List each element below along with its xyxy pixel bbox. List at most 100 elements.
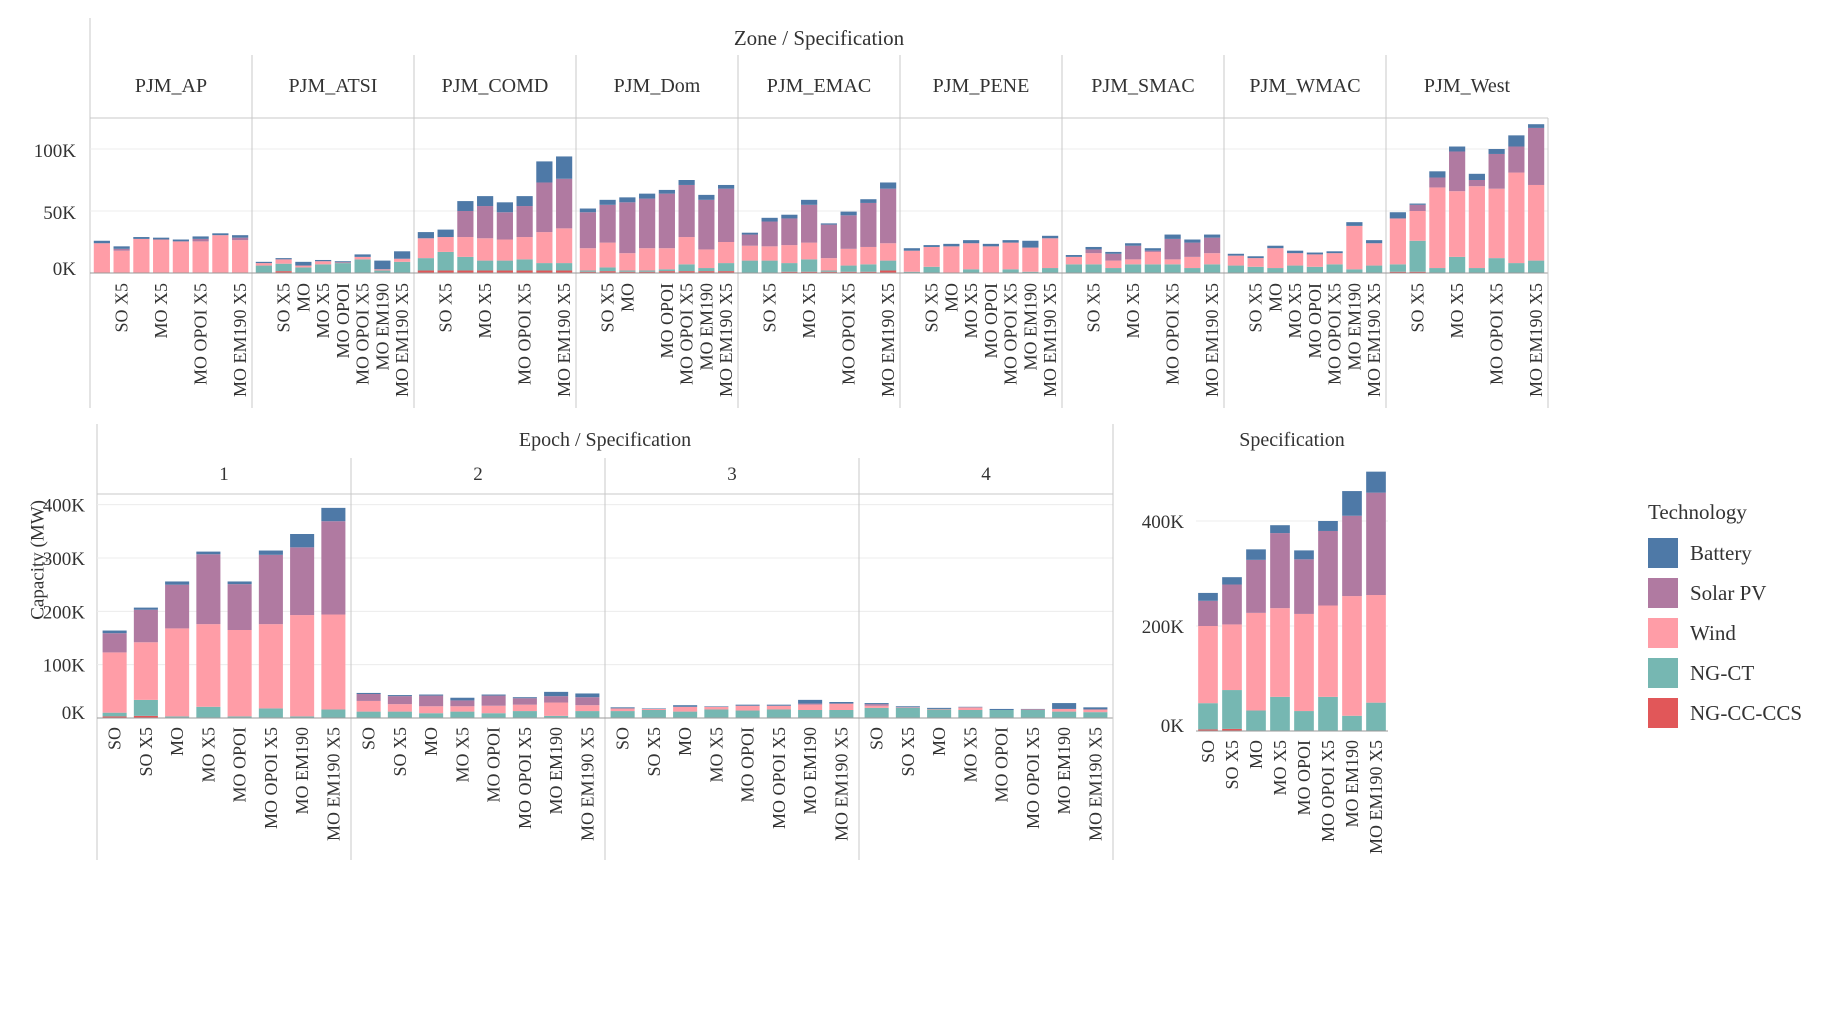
zone-panel-pjm-pene-header: PJM_PENE [933, 75, 1030, 97]
epoch-panel-2-bar-mo-x5-solar-pv-segment [450, 700, 475, 707]
legend-item-wind[interactable]: Wind [1648, 613, 1802, 653]
spec-bar-mo-em190-x5-ng-ct-segment [1366, 702, 1386, 731]
zone-panel-pjm-atsi-x-tick-label: MO EM190 [372, 283, 392, 371]
zone-panel-pjm-wmac-bar-so-battery-segment [1227, 253, 1244, 256]
zone-panel-pjm-pene-bar-mo-x5-ng-ct-segment [963, 269, 980, 273]
zone-panel-pjm-west-bar-so-battery-segment [1389, 212, 1406, 219]
epoch-panel-4-x-tick-label: MO [929, 727, 949, 756]
zone-panel-pjm-emac-header: PJM_EMAC [767, 75, 871, 97]
zone-panel-pjm-comd-bar-mo-em190-x5-wind-segment [556, 228, 573, 264]
spec-bar-mo-opoi-solar-pv-segment [1294, 559, 1314, 614]
zone-panel-pjm-smac-bar-so-x5-solar-pv-segment [1085, 249, 1102, 254]
zone-panel-pjm-dom-bar-mo-em190-x5-ng-cc-ccs-segment [718, 271, 735, 273]
zone-panel-pjm-ap-bar-mo-opoi-x5-battery-segment [192, 236, 209, 239]
zone-panel-pjm-dom-bar-mo-x5-ng-cc-ccs-segment [639, 271, 656, 273]
legend-item-ng-ct[interactable]: NG-CT [1648, 653, 1802, 693]
zone-panel-pjm-comd-bar-mo-em190-x5-ng-cc-ccs-segment [556, 270, 573, 273]
spec-bar-so-x5-ng-ct-segment [1222, 690, 1242, 729]
zone-panel-pjm-wmac-bar-mo-opoi-wind-segment [1306, 254, 1323, 267]
zone-panel-pjm-west-bar-mo-x5-wind-segment [1449, 191, 1466, 257]
zone-panel-pjm-wmac-header: PJM_WMAC [1249, 75, 1360, 97]
epoch-panel-1-bar-mo-em190-battery-segment [290, 534, 315, 548]
legend-swatch-ng-cc-ccs [1648, 698, 1678, 728]
zone-panel-pjm-wmac-x-tick-label: MO [1265, 283, 1285, 312]
zone-panel-pjm-smac-bar-mo-opoi-ng-ct-segment [1144, 264, 1161, 273]
legend-item-battery[interactable]: Battery [1648, 533, 1802, 573]
zone-panel-pjm-emac-bar-mo-solar-pv-segment [781, 218, 798, 246]
zone-panel-pjm-smac-bar-mo-ng-ct-segment [1105, 268, 1122, 273]
zone-panel-pjm-wmac-x-tick-label: MO OPOI [1305, 283, 1325, 359]
zone-panel-pjm-atsi-bar-mo-wind-segment [295, 265, 312, 268]
legend-item-ng-cc-ccs[interactable]: NG-CC-CCS [1648, 693, 1802, 733]
epoch-panel-2-bar-mo-x5-battery-segment [450, 697, 475, 701]
zone-panel-pjm-wmac-bar-mo-ng-ct-segment [1267, 268, 1284, 273]
zone-panel-pjm-emac-bar-mo-em190-ng-ct-segment [860, 264, 877, 272]
zone-panel-pjm-dom-x-tick-label: MO EM190 [696, 283, 716, 371]
epoch-panel-3-bar-mo-em190-ng-ct-segment [798, 710, 823, 718]
zone-panel-pjm-emac-bar-mo-em190-solar-pv-segment [860, 202, 877, 247]
zone-panel-pjm-pene-bar-mo-opoi-x5-ng-ct-segment [1002, 269, 1019, 273]
zone-panel-pjm-pene-bar-mo-em190-x5-ng-ct-segment [1042, 268, 1059, 273]
zone-panel-pjm-west-bar-so-x5-wind-segment [1409, 211, 1426, 241]
spec-x-tick-label: MO EM190 [1342, 740, 1362, 828]
spec-bar-mo-em190-battery-segment [1342, 491, 1362, 516]
zone-panel-pjm-smac-bar-mo-opoi-x5-ng-ct-segment [1164, 264, 1181, 273]
spec-bar-so-x5-solar-pv-segment [1222, 584, 1242, 625]
zone-panel-pjm-wmac-bar-mo-x5-battery-segment [1287, 250, 1304, 254]
epoch-panel-1-bar-mo-opoi-wind-segment [227, 630, 252, 717]
zone-panel-pjm-smac-bar-mo-opoi-solar-pv-segment [1144, 250, 1161, 252]
zone-panel-pjm-pene-bar-so-x5-wind-segment [923, 246, 940, 267]
epoch-panel-2-x-tick-label: MO X5 [452, 727, 472, 783]
legend-item-solar-pv[interactable]: Solar PV [1648, 573, 1802, 613]
zone-panel-pjm-ap-bar-mo-opoi-battery-segment [172, 239, 189, 242]
spec-x-tick-label: MO OPOI X5 [1318, 740, 1338, 842]
zone-panel-pjm-emac-bar-mo-x5-ng-ct-segment [801, 259, 818, 272]
zone-panel-pjm-comd-x-tick-label: MO OPOI X5 [515, 283, 535, 385]
epoch-panel-1-bar-so-x5-ng-cc-ccs-segment [133, 715, 158, 718]
epoch-panel-1-bar-mo-em190-wind-segment [290, 615, 315, 717]
zone-panel-pjm-wmac-bar-so-wind-segment [1227, 255, 1244, 266]
zone-panel-pjm-emac-bar-mo-em190-x5-ng-cc-ccs-segment [880, 270, 897, 273]
zone-panel-pjm-dom-bar-mo-em190-x5-battery-segment [718, 184, 735, 189]
zone-panel-pjm-comd-bar-mo-opoi-x5-ng-ct-segment [516, 259, 533, 271]
epoch-panel-3-bar-mo-battery-segment [673, 705, 698, 707]
spec-bar-so-x5-ng-cc-ccs-segment [1222, 728, 1242, 731]
zone-panel-pjm-atsi-x-tick-label: SO X5 [274, 283, 294, 333]
spec-x-tick-label: MO [1246, 740, 1266, 769]
spec-bar-mo-em190-x5-wind-segment [1366, 595, 1386, 703]
epoch-y-tick-label: 100K [43, 656, 86, 677]
zone-panel-pjm-west-bar-mo-opoi-wind-segment [1468, 186, 1485, 269]
zone-panel-pjm-comd-x-tick-label: MO EM190 X5 [554, 283, 574, 397]
zone-panel-pjm-dom-bar-mo-em190-solar-pv-segment [698, 199, 715, 250]
zone-panel-pjm-wmac-bar-so-ng-ct-segment [1227, 265, 1244, 273]
zone-panel-pjm-west-bar-mo-em190-wind-segment [1508, 172, 1525, 264]
epoch-panel-1-bar-so-wind-segment [102, 652, 127, 713]
zone-panel-pjm-dom-x-tick-label: SO X5 [598, 283, 618, 333]
epoch-panel-1-bar-so-solar-pv-segment [102, 633, 127, 653]
zone-panel-pjm-dom-bar-so-ng-ct-segment [579, 270, 596, 272]
epoch-panel-1-bar-so-x5-ng-ct-segment [133, 699, 158, 716]
zone-panel-pjm-pene-bar-mo-em190-x5-battery-segment [1042, 235, 1059, 239]
zone-panel-pjm-comd-x-tick-label: SO X5 [436, 283, 456, 333]
epoch-panel-4-bar-mo-x5-wind-segment [958, 707, 983, 710]
zone-panel-pjm-emac-bar-mo-opoi-x5-battery-segment [840, 211, 857, 216]
zone-panel-pjm-atsi-bar-mo-em190-wind-segment [374, 269, 391, 271]
epoch-panel-1-bar-so-x5-solar-pv-segment [133, 609, 158, 643]
epoch-panel-1-bar-mo-opoi-x5-wind-segment [258, 624, 283, 709]
zone-panel-pjm-west-bar-mo-x5-solar-pv-segment [1449, 151, 1466, 192]
epoch-panel-3-bar-mo-em190-wind-segment [798, 704, 823, 710]
epoch-panel-3-bar-so-x5-battery-segment [641, 708, 666, 709]
zone-panel-pjm-comd-bar-mo-em190-x5-ng-ct-segment [556, 263, 573, 271]
spec-bar-so-ng-ct-segment [1198, 703, 1218, 730]
zone-panel-pjm-ap-header: PJM_AP [135, 75, 207, 97]
spec-bar-mo-opoi-battery-segment [1294, 550, 1314, 560]
zone-panel-pjm-atsi-bar-mo-em190-x5-wind-segment [394, 258, 411, 262]
zone-panel-pjm-emac-bar-mo-ng-cc-ccs-segment [781, 271, 798, 273]
zone-panel-pjm-dom-bar-mo-opoi-battery-segment [658, 189, 675, 194]
spec-bar-so-solar-pv-segment [1198, 600, 1218, 626]
zone-panel-pjm-wmac-x-tick-label: SO X5 [1246, 283, 1266, 333]
zone-panel-pjm-smac-bar-mo-x5-solar-pv-segment [1125, 245, 1142, 260]
zone-panel-pjm-pene-bar-so-x5-battery-segment [923, 245, 940, 247]
zone-panel-pjm-atsi-bar-so-battery-segment [255, 261, 272, 264]
zone-panel-pjm-emac-bar-so-battery-segment [741, 232, 758, 235]
